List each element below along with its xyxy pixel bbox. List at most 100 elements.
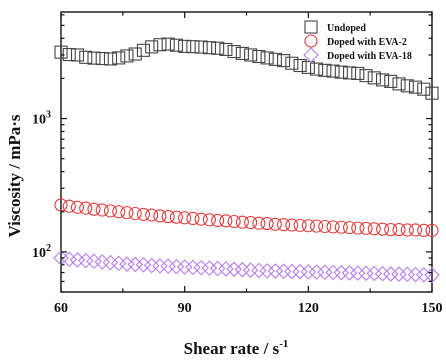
data-point — [128, 206, 142, 221]
data-point — [145, 208, 159, 222]
data-point — [310, 62, 324, 76]
data-point — [153, 38, 167, 52]
data-point — [268, 52, 282, 66]
data-point — [87, 202, 101, 216]
data-point — [226, 261, 242, 278]
data-point — [161, 210, 175, 224]
series-layer — [53, 37, 440, 283]
data-point — [392, 77, 406, 91]
y-tick-label-exponent: 3 — [46, 110, 51, 121]
data-point — [127, 256, 143, 273]
data-point — [366, 265, 383, 282]
data-point — [160, 258, 176, 275]
data-point — [252, 49, 266, 64]
x-tick-label: 60 — [54, 301, 68, 316]
data-point — [70, 200, 85, 214]
legend-label: Doped with EVA-18 — [327, 51, 412, 62]
y-tick-label-base: 10 — [32, 246, 46, 261]
y-tick-label-base: 10 — [32, 113, 46, 128]
data-point — [408, 223, 423, 237]
data-point — [201, 260, 218, 276]
data-point — [136, 207, 150, 221]
data-point — [95, 203, 109, 217]
data-point — [334, 220, 348, 234]
data-point — [325, 264, 341, 281]
data-point — [235, 215, 249, 229]
x-tick-label: 150 — [422, 301, 443, 316]
data-point — [259, 263, 275, 279]
x-axis-label: Shear rate / s-1 — [184, 338, 289, 358]
data-point — [178, 211, 192, 225]
data-point — [185, 259, 201, 276]
data-point — [252, 216, 266, 230]
data-point — [417, 223, 431, 237]
data-point — [359, 69, 373, 83]
x-tick-label: 120 — [298, 301, 319, 316]
data-point — [112, 51, 126, 65]
data-point — [227, 45, 241, 59]
y-tick-label: 102 — [32, 243, 51, 261]
data-point — [275, 263, 292, 280]
data-point — [145, 40, 159, 54]
data-point — [62, 199, 76, 213]
data-point — [285, 218, 299, 232]
legend-marker — [304, 34, 318, 48]
series-0 — [54, 37, 439, 100]
data-point — [351, 66, 365, 80]
legend-label: Doped with EVA-2 — [327, 37, 407, 48]
data-point — [169, 38, 183, 52]
data-point — [103, 52, 118, 66]
data-point — [343, 221, 357, 235]
data-point — [367, 222, 381, 236]
data-point — [415, 267, 432, 283]
data-point — [391, 266, 407, 282]
data-point — [351, 221, 365, 235]
data-point — [103, 204, 118, 218]
data-point — [308, 264, 325, 280]
data-point — [318, 219, 332, 234]
y-axis-label: Viscosity / mPa·s — [5, 114, 24, 237]
data-point — [293, 218, 307, 232]
legend-marker — [303, 47, 319, 63]
data-point — [54, 198, 68, 212]
data-point — [70, 48, 85, 62]
x-axis-label-superscript: -1 — [279, 338, 288, 350]
data-point — [128, 47, 142, 61]
data-point — [120, 49, 134, 63]
data-point — [219, 214, 233, 228]
y-tick-label-exponent: 2 — [46, 243, 51, 254]
data-point — [260, 51, 274, 65]
data-point — [112, 205, 126, 219]
data-point — [194, 212, 208, 226]
data-point — [350, 265, 366, 281]
data-point — [326, 64, 340, 78]
data-point — [153, 209, 167, 223]
data-point — [400, 223, 414, 237]
data-point — [343, 66, 357, 80]
data-point — [136, 43, 150, 57]
data-point — [333, 264, 350, 281]
data-point — [87, 51, 101, 65]
x-tick-label: 90 — [178, 301, 192, 316]
data-point — [317, 264, 333, 281]
data-point — [417, 82, 431, 96]
data-point — [54, 45, 68, 59]
data-point — [392, 223, 406, 237]
data-point — [341, 265, 358, 281]
data-point — [358, 265, 374, 282]
data-point — [186, 40, 200, 54]
data-point — [260, 217, 274, 231]
data-point — [211, 41, 225, 55]
data-point — [235, 46, 249, 60]
data-point — [202, 41, 216, 55]
x-axis-label-text: Shear rate / s — [184, 339, 280, 358]
data-point — [375, 222, 390, 236]
data-point — [301, 60, 315, 74]
data-point — [202, 213, 216, 227]
data-point — [367, 71, 381, 85]
data-point — [284, 263, 300, 280]
data-point — [408, 80, 423, 94]
data-point — [161, 37, 175, 51]
